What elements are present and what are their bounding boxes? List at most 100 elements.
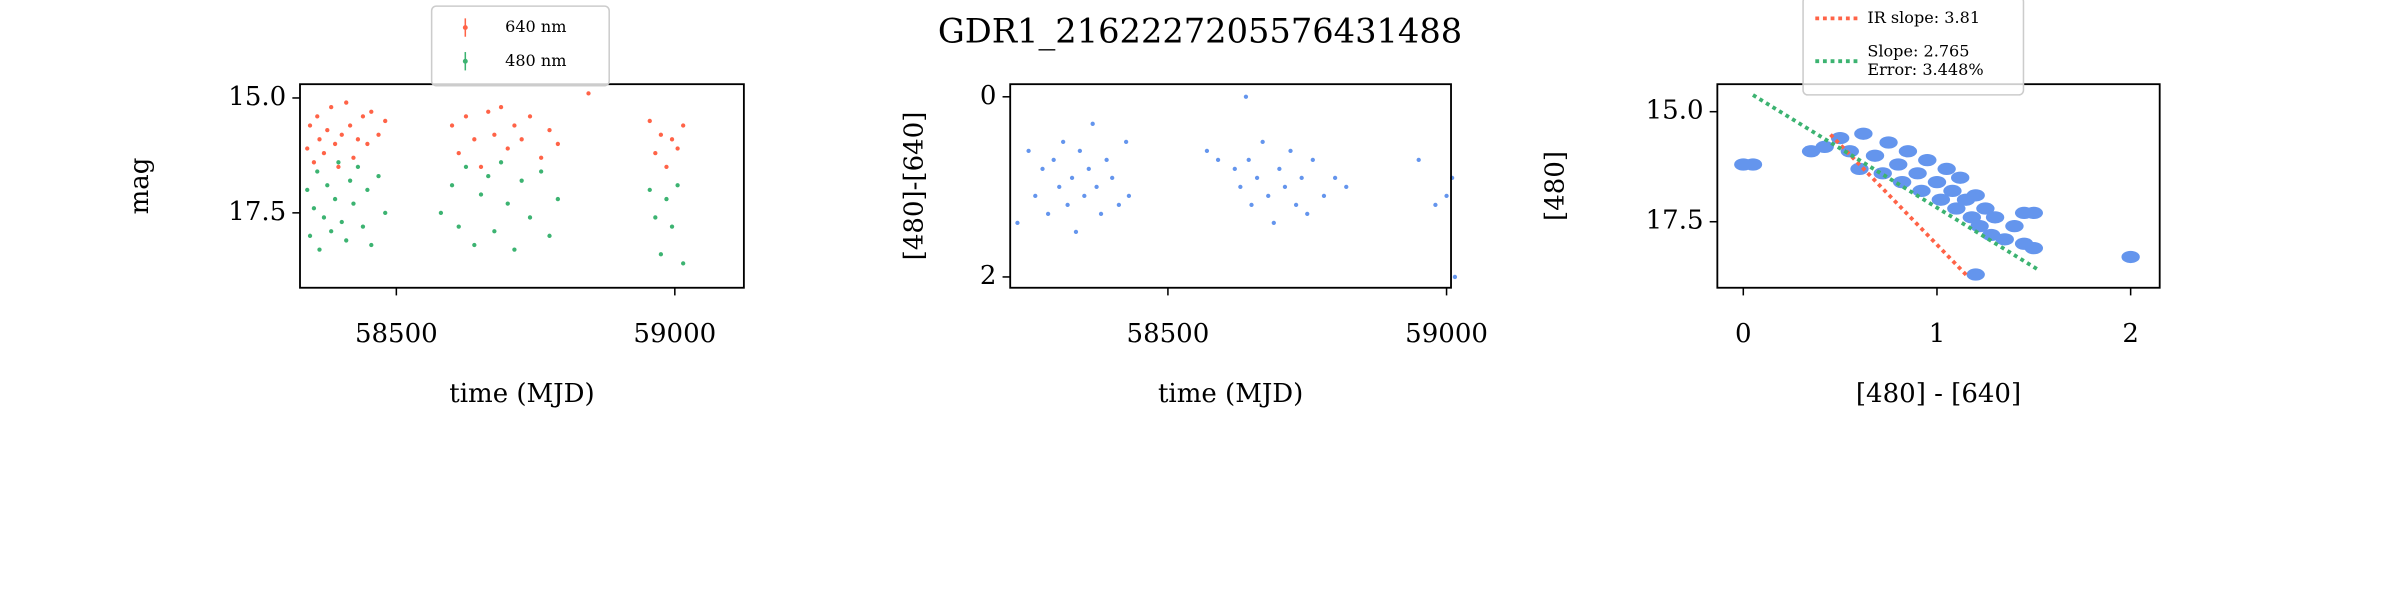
data-point bbox=[1918, 153, 1937, 167]
data-point bbox=[1098, 211, 1104, 217]
data-point bbox=[1057, 184, 1062, 190]
x-tick-label: 59000 bbox=[633, 319, 716, 349]
data-point bbox=[1815, 140, 1834, 154]
legend-label: 480 nm bbox=[505, 52, 567, 71]
data-point bbox=[311, 206, 317, 211]
x-tick-label: 58500 bbox=[355, 319, 438, 349]
data-point bbox=[1246, 157, 1251, 162]
data-point bbox=[1937, 162, 1956, 176]
data-point bbox=[1943, 184, 1962, 198]
data-point bbox=[347, 123, 353, 128]
data-point bbox=[1045, 211, 1051, 217]
data-point bbox=[339, 219, 344, 225]
data-point bbox=[336, 160, 341, 165]
data-point bbox=[369, 242, 374, 248]
data-point bbox=[512, 123, 517, 128]
data-point bbox=[1743, 158, 1763, 171]
data-point bbox=[1344, 184, 1349, 190]
x-axis-label: [480] - [640] bbox=[1856, 379, 2021, 409]
data-point bbox=[1215, 157, 1221, 162]
plot-frame bbox=[1009, 83, 1452, 289]
x-axis-label: time (MJD) bbox=[449, 379, 594, 409]
data-point bbox=[1850, 162, 1869, 176]
y-axis-label: [480]-[640] bbox=[899, 112, 929, 261]
x-tick-label: 0 bbox=[1735, 319, 1752, 349]
data-point bbox=[329, 229, 334, 234]
data-point bbox=[355, 137, 361, 142]
data-point bbox=[681, 261, 686, 266]
data-point bbox=[355, 164, 361, 170]
data-point bbox=[307, 123, 313, 128]
data-point bbox=[555, 141, 561, 147]
data-point bbox=[376, 132, 381, 137]
data-point bbox=[1854, 127, 1873, 140]
data-point bbox=[527, 114, 533, 119]
data-point bbox=[1912, 184, 1931, 198]
data-point bbox=[1110, 175, 1115, 181]
figure-title: GDR1_2162227205576431488 bbox=[938, 12, 1462, 52]
data-point bbox=[351, 201, 356, 206]
data-point bbox=[539, 169, 544, 174]
data-point bbox=[383, 118, 388, 124]
data-point bbox=[360, 224, 366, 229]
data-point bbox=[1299, 175, 1304, 181]
data-point bbox=[586, 91, 591, 96]
data-point bbox=[492, 229, 497, 234]
data-point bbox=[463, 114, 469, 119]
data-point bbox=[1277, 166, 1282, 171]
data-point bbox=[1985, 211, 2005, 224]
legend: IR slope: 3.81 Slope: 2.765 Error: 3.448% bbox=[1802, 0, 2025, 96]
data-point bbox=[1444, 193, 1449, 199]
x-axis-label: time (MJD) bbox=[1158, 379, 1303, 409]
x-tick-label: 58500 bbox=[1127, 319, 1210, 349]
data-point bbox=[1249, 202, 1254, 208]
data-point bbox=[1310, 157, 1315, 162]
data-point bbox=[325, 183, 330, 188]
data-point bbox=[2121, 250, 2140, 264]
x-tick-label: 2 bbox=[2122, 319, 2139, 349]
data-point bbox=[555, 196, 561, 202]
data-point bbox=[519, 137, 524, 142]
data-point bbox=[365, 141, 370, 147]
data-point bbox=[1416, 157, 1421, 162]
data-point bbox=[1266, 193, 1271, 199]
data-point bbox=[449, 123, 455, 128]
legend: 640 nm 480 nm bbox=[430, 5, 610, 87]
data-point bbox=[315, 169, 320, 174]
legend-label: 640 nm bbox=[505, 18, 567, 37]
legend-label-box: IR slope: 3.81 bbox=[1867, 9, 1980, 27]
data-point bbox=[1865, 149, 1885, 162]
data-point bbox=[1123, 139, 1129, 144]
data-point bbox=[329, 105, 334, 110]
y-tick-label: 17.5 bbox=[228, 197, 286, 227]
data-point bbox=[1282, 184, 1288, 190]
data-point bbox=[1927, 175, 1947, 189]
legend-swatch bbox=[462, 58, 468, 64]
data-point bbox=[1452, 274, 1458, 280]
legend-swatch bbox=[462, 25, 468, 30]
subplot: 58500 59000 15.0 17.5 time (MJD) mag 640 nm 480… bbox=[125, 5, 745, 409]
data-point bbox=[658, 252, 664, 257]
data-point bbox=[472, 137, 477, 142]
data-point bbox=[332, 141, 338, 147]
data-point bbox=[325, 127, 330, 133]
data-point bbox=[1970, 220, 1989, 233]
data-point bbox=[1026, 148, 1031, 153]
data-point bbox=[519, 178, 524, 183]
data-point bbox=[1321, 193, 1327, 199]
data-point bbox=[438, 210, 444, 215]
data-point bbox=[653, 150, 658, 156]
data-point bbox=[1033, 193, 1038, 199]
data-point bbox=[365, 187, 370, 193]
data-point bbox=[376, 173, 381, 179]
data-point bbox=[664, 164, 669, 170]
data-point bbox=[1082, 193, 1087, 199]
data-point bbox=[1254, 175, 1260, 181]
data-point bbox=[1090, 121, 1095, 126]
data-point bbox=[1086, 166, 1091, 171]
data-point bbox=[463, 164, 469, 170]
data-point bbox=[1069, 175, 1075, 181]
data-point bbox=[669, 137, 675, 142]
data-point bbox=[486, 109, 491, 114]
legend-label: Slope: 2.765 Error: 3.448% bbox=[1867, 42, 1984, 80]
